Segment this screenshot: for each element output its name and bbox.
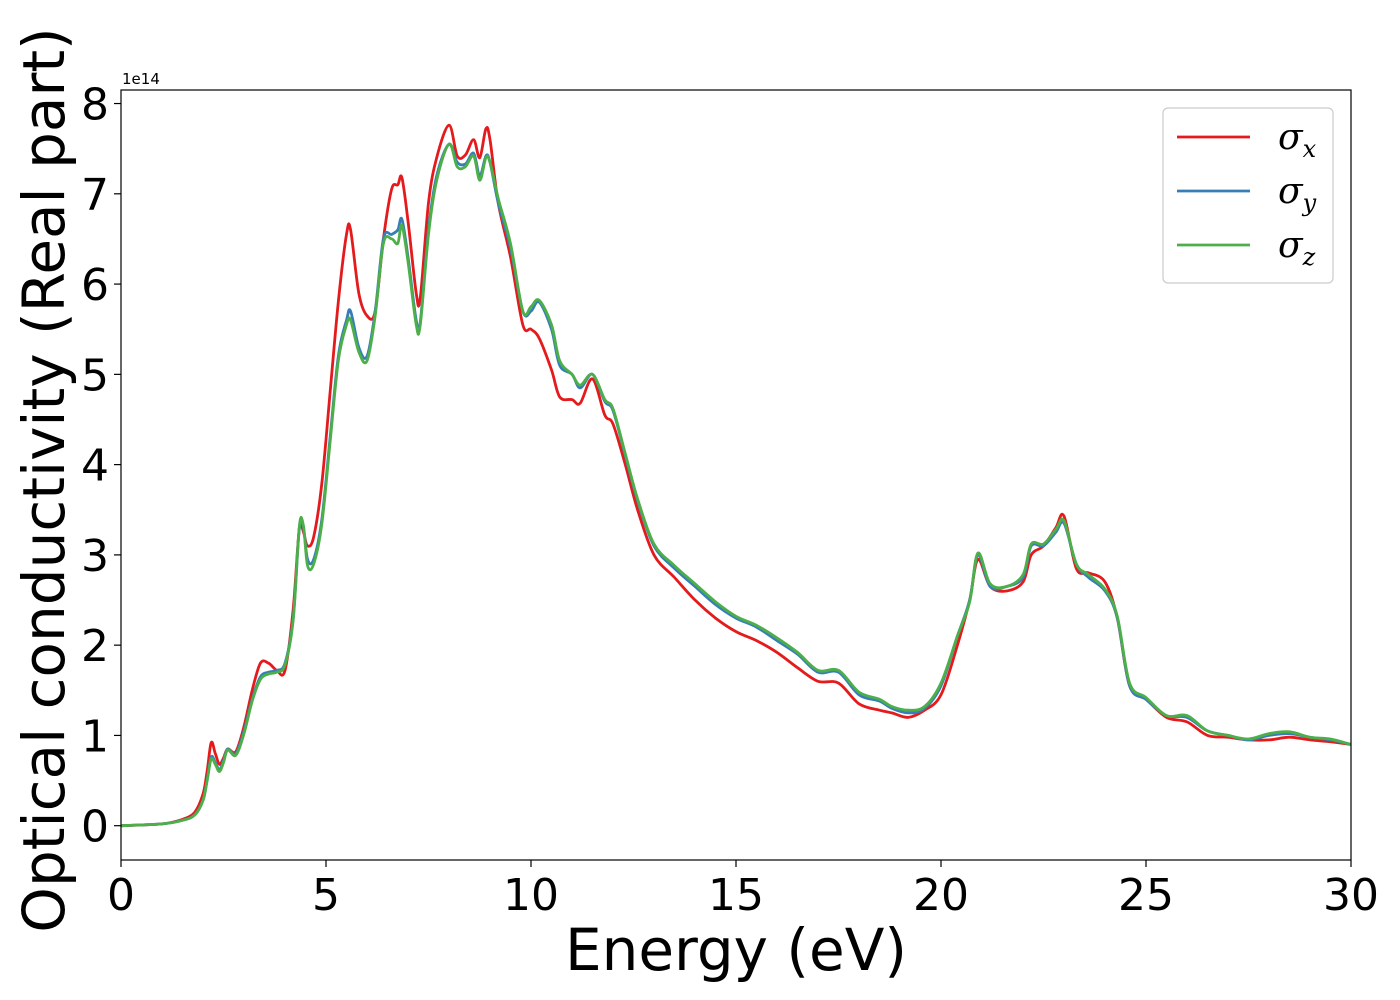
y-tick-label: 0 [81,802,109,853]
legend-label-sigma-y: σy [1278,171,1317,217]
y-tick-label: 8 [81,80,109,131]
y-tick-label: 4 [81,441,109,492]
legend-symbol: σ [1278,171,1304,212]
y-tick-label: 6 [81,260,109,311]
x-axis: 0 5 10 15 20 25 30 [107,860,1379,921]
x-tick-label: 15 [708,870,764,921]
x-tick-label: 5 [312,870,340,921]
series-line-sigma-z [120,142,1352,828]
legend-symbol: σ [1278,225,1304,266]
legend-label-sigma-x: σx [1278,117,1317,163]
y-tick-label: 7 [81,170,109,221]
y-axis-label: Optical conductivity (Real part) [10,27,78,932]
y-tick-label: 3 [81,531,109,582]
y-offset-label: 1e14 [122,70,160,88]
y-tick-label: 1 [81,711,109,762]
y-tick-label: 5 [81,350,109,401]
x-tick-label: 25 [1118,870,1174,921]
y-tick-label: 2 [81,621,109,672]
legend-subscript: x [1303,135,1317,163]
x-axis-label: Energy (eV) [565,916,907,984]
x-tick-label: 10 [503,870,559,921]
legend-label-sigma-z: σz [1278,225,1316,271]
legend-subscript: y [1302,189,1317,217]
series-lines [120,123,1352,828]
legend-symbol: σ [1278,117,1304,158]
x-tick-label: 20 [913,870,969,921]
legend-box [1162,107,1334,284]
x-tick-label: 30 [1323,870,1379,921]
y-axis: 0 1 2 3 4 5 6 7 8 [81,80,121,853]
x-tick-label: 0 [107,870,135,921]
legend-subscript: z [1302,243,1316,271]
